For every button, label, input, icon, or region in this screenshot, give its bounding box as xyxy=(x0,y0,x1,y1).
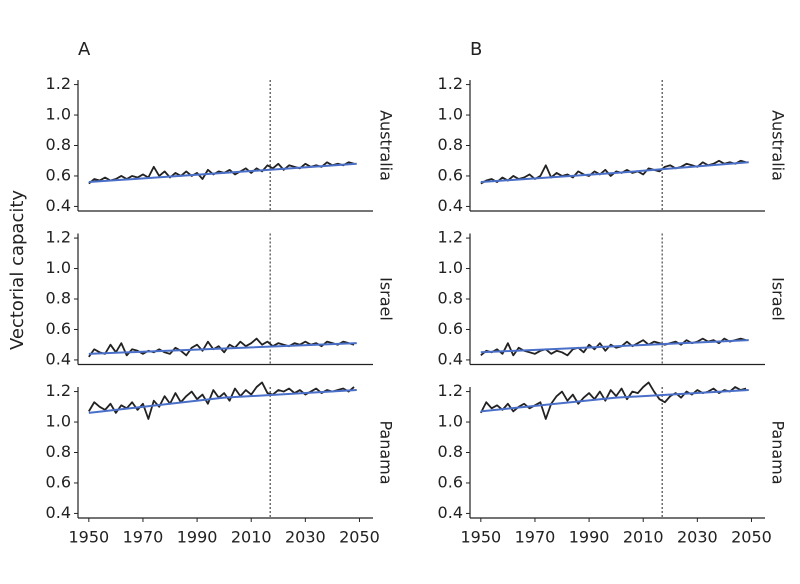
y-tick-label: 0.8 xyxy=(46,135,71,154)
y-tick-label: 0.8 xyxy=(438,442,463,461)
y-tick-label: 1.2 xyxy=(46,74,71,93)
y-tick-label: 1.2 xyxy=(438,228,463,247)
facet-label: Israel xyxy=(377,277,396,321)
y-tick-label: 0.6 xyxy=(46,472,71,491)
y-tick-label: 1.2 xyxy=(46,228,71,247)
y-tick-label: 0.6 xyxy=(438,165,463,184)
trend-line xyxy=(480,161,749,184)
x-tick-label: 1970 xyxy=(123,528,164,547)
y-tick-label: 0.4 xyxy=(438,196,463,215)
x-tick-label: 2050 xyxy=(731,528,772,547)
y-tick-label: 1.2 xyxy=(438,381,463,400)
y-tick-label: 0.8 xyxy=(46,289,71,308)
trend-line xyxy=(480,339,749,354)
y-tick-label: 1.0 xyxy=(46,412,71,431)
facet-label: Australia xyxy=(769,110,788,181)
y-tick-label: 0.4 xyxy=(46,349,71,368)
y-tick-label: 0.4 xyxy=(46,196,71,215)
facet-label: Israel xyxy=(769,277,788,321)
trend-line xyxy=(480,389,749,413)
x-tick-label: 1950 xyxy=(460,528,501,547)
y-tick-label: 1.0 xyxy=(438,105,463,124)
trend-line xyxy=(88,389,357,414)
x-tick-label: 1990 xyxy=(569,528,610,547)
x-tick-label: 1950 xyxy=(68,528,109,547)
x-tick-label: 2030 xyxy=(677,528,718,547)
y-tick-label: 1.2 xyxy=(438,74,463,93)
observed-line xyxy=(480,381,747,420)
y-tick-label: 0.4 xyxy=(438,349,463,368)
trend-line xyxy=(88,342,357,355)
facet-label: Panama xyxy=(377,420,396,484)
x-tick-label: 1970 xyxy=(515,528,556,547)
y-tick-label: 1.0 xyxy=(438,412,463,431)
y-tick-label: 0.8 xyxy=(438,289,463,308)
observed-line xyxy=(88,381,355,420)
x-tick-label: 1990 xyxy=(177,528,218,547)
x-tick-label: 2010 xyxy=(623,528,664,547)
y-tick-label: 1.0 xyxy=(438,258,463,277)
y-tick-label: 0.6 xyxy=(46,319,71,338)
facet-label: Australia xyxy=(377,110,396,181)
y-tick-label: 0.6 xyxy=(438,472,463,491)
y-tick-label: 0.8 xyxy=(46,442,71,461)
x-tick-label: 2050 xyxy=(339,528,380,547)
y-tick-label: 1.0 xyxy=(46,258,71,277)
facet-label: Panama xyxy=(769,420,788,484)
trend-line xyxy=(88,162,357,184)
y-tick-label: 0.4 xyxy=(46,503,71,522)
panel-label: A xyxy=(78,39,91,60)
y-tick-label: 0.6 xyxy=(438,319,463,338)
panel-label: B xyxy=(470,39,482,60)
x-tick-label: 2010 xyxy=(231,528,272,547)
y-tick-label: 0.8 xyxy=(438,135,463,154)
y-axis-label: Vectorial capacity xyxy=(7,190,28,350)
y-tick-label: 0.6 xyxy=(46,165,71,184)
y-tick-label: 1.0 xyxy=(46,105,71,124)
y-tick-label: 1.2 xyxy=(46,381,71,400)
x-tick-label: 2030 xyxy=(285,528,326,547)
y-tick-label: 0.4 xyxy=(438,503,463,522)
